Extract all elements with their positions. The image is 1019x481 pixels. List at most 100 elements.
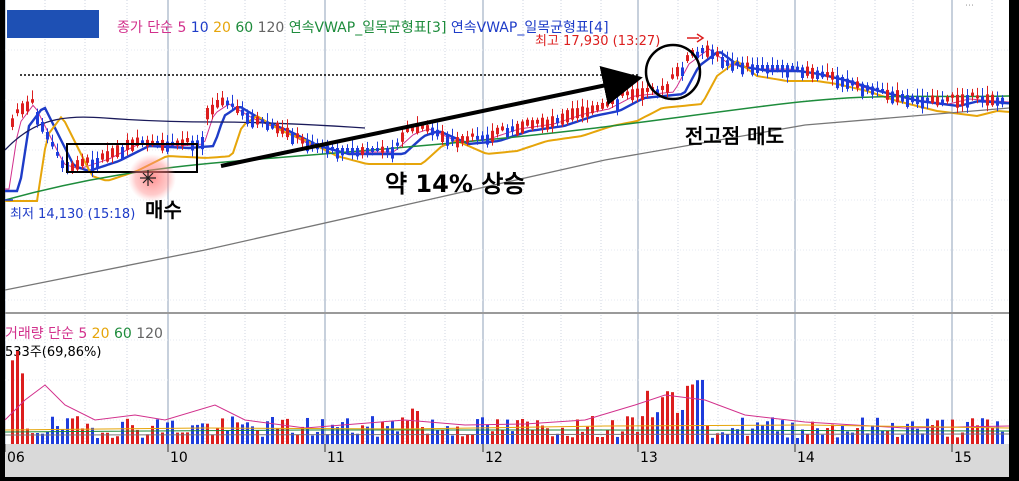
candle-body bbox=[531, 120, 534, 129]
volume-bar bbox=[866, 433, 869, 444]
volume-bar bbox=[356, 433, 359, 444]
candle-body bbox=[371, 148, 374, 152]
candle-body bbox=[556, 118, 559, 124]
volume-bar bbox=[136, 429, 139, 444]
x-tick-label: 06 bbox=[7, 450, 25, 466]
candle-body bbox=[726, 60, 729, 66]
candle-body bbox=[56, 152, 59, 156]
volume-bar bbox=[81, 428, 84, 444]
volume-bar bbox=[511, 431, 514, 444]
gridlines bbox=[4, 0, 1016, 444]
candle-body bbox=[231, 103, 234, 107]
volume-bar bbox=[701, 379, 704, 444]
symbol-box[interactable] bbox=[7, 10, 99, 38]
volume-bar bbox=[696, 380, 699, 444]
legend-item: 120 bbox=[258, 20, 289, 36]
candle-body bbox=[536, 119, 539, 124]
candle-body bbox=[116, 145, 119, 157]
volume-bar bbox=[421, 427, 424, 444]
candle-body bbox=[361, 147, 364, 155]
candle-body bbox=[346, 148, 349, 154]
volume-bar bbox=[111, 437, 114, 444]
candle-body bbox=[566, 110, 569, 123]
candle-body bbox=[96, 158, 99, 169]
volume-bar bbox=[146, 434, 149, 444]
candle-body bbox=[276, 122, 279, 134]
candle-body bbox=[1001, 97, 1004, 105]
legend-item: 단순 bbox=[48, 326, 78, 342]
volume-bar bbox=[16, 351, 19, 444]
candle-body bbox=[966, 95, 969, 108]
legend-item: 10 bbox=[191, 20, 213, 36]
volume-bar bbox=[471, 434, 474, 444]
volume-bar bbox=[276, 428, 279, 444]
candle-body bbox=[826, 72, 829, 78]
volume-bar bbox=[766, 421, 769, 444]
candle-body bbox=[841, 77, 844, 87]
candle-body bbox=[781, 65, 784, 73]
candle-body bbox=[596, 105, 599, 111]
volume-bar bbox=[721, 432, 724, 444]
candle-body bbox=[991, 94, 994, 106]
volume-bar bbox=[621, 431, 624, 444]
volume-bar bbox=[606, 430, 609, 444]
candle-body bbox=[856, 81, 859, 88]
candle-body bbox=[506, 128, 509, 138]
volume-bar bbox=[376, 436, 379, 444]
volume-bar bbox=[306, 417, 309, 444]
volume-bar bbox=[26, 428, 29, 444]
candle-body bbox=[11, 118, 14, 127]
candle-body bbox=[796, 66, 799, 70]
candle-body bbox=[71, 163, 74, 171]
volume-bar bbox=[96, 437, 99, 444]
volume-bar bbox=[466, 434, 469, 444]
volume-bar bbox=[951, 419, 954, 444]
candle-body bbox=[896, 90, 899, 103]
volume-bar bbox=[181, 432, 184, 444]
candle-body bbox=[771, 65, 774, 73]
candle-body bbox=[31, 99, 34, 103]
candle-body bbox=[121, 147, 124, 159]
candle-body bbox=[481, 135, 484, 141]
candle-body bbox=[26, 101, 29, 112]
volume-bar bbox=[321, 419, 324, 444]
volume-bar bbox=[316, 431, 319, 444]
volume-bar bbox=[246, 422, 249, 444]
candle-body bbox=[471, 133, 474, 137]
volume-bar bbox=[846, 431, 849, 444]
candle-body bbox=[876, 87, 879, 92]
volume-bar bbox=[86, 423, 89, 444]
volume-bar bbox=[516, 420, 519, 444]
volume-bar bbox=[206, 423, 209, 444]
volume-bar bbox=[581, 431, 584, 444]
volume-bar bbox=[366, 426, 369, 444]
volume-bar bbox=[946, 436, 949, 444]
candle-body bbox=[676, 67, 679, 77]
candle-body bbox=[136, 137, 139, 146]
volume-bar bbox=[286, 418, 289, 444]
volume-bar bbox=[656, 412, 659, 444]
candle-body bbox=[576, 108, 579, 119]
candle-body bbox=[606, 101, 609, 107]
candle-body bbox=[491, 130, 494, 142]
candle-body bbox=[636, 88, 639, 98]
candle-body bbox=[226, 100, 229, 106]
volume-bar bbox=[61, 429, 64, 444]
candle-body bbox=[356, 148, 359, 157]
legend-item: 20 bbox=[213, 20, 235, 36]
candle-body bbox=[326, 145, 329, 154]
volume-bar bbox=[566, 435, 569, 444]
chart-svg[interactable]: 종가 단순 5 10 20 60 120 연속VWAP_일목균형표[3] 연속V… bbox=[4, 0, 1016, 477]
candle-body bbox=[311, 141, 314, 146]
volume-bar bbox=[826, 428, 829, 444]
x-tick-label: 11 bbox=[327, 450, 345, 466]
candle-body bbox=[431, 127, 434, 136]
chart-window: 종가 단순 5 10 20 60 120 연속VWAP_일목균형표[3] 연속V… bbox=[4, 0, 1016, 477]
legend-item: 거래량 bbox=[5, 326, 48, 342]
volume-bar bbox=[966, 421, 969, 444]
legend-item: 120 bbox=[136, 326, 163, 342]
candle-body bbox=[646, 87, 649, 92]
volume-bar bbox=[116, 436, 119, 444]
candle-body bbox=[341, 148, 344, 156]
candle-body bbox=[711, 49, 714, 59]
